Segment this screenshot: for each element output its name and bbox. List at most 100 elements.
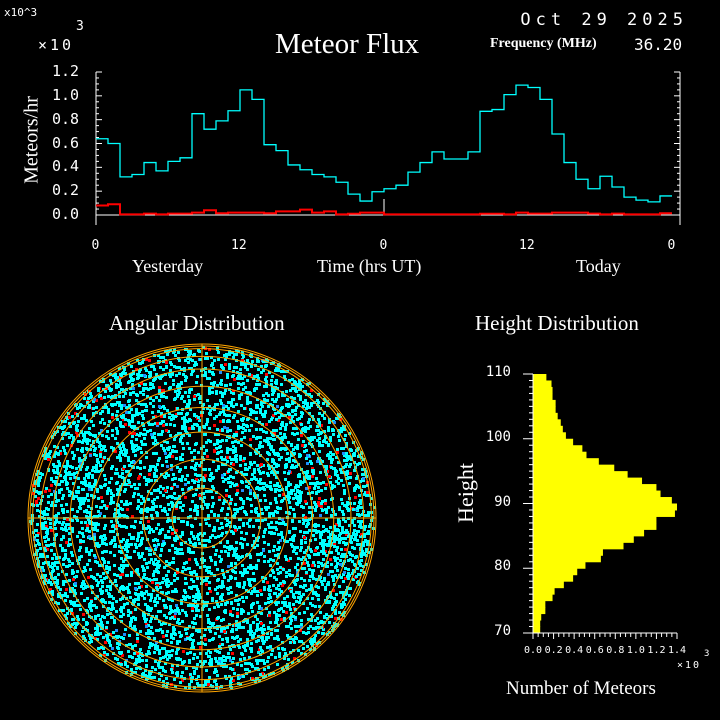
angular-point [193, 456, 196, 459]
angular-point [174, 390, 177, 393]
angular-point [71, 508, 74, 511]
angular-point [188, 683, 191, 686]
angular-point [159, 529, 162, 532]
angular-point [185, 667, 188, 670]
angular-point [191, 621, 194, 624]
angular-point [90, 494, 93, 497]
angular-point [211, 685, 214, 688]
angular-point [120, 388, 123, 391]
angular-point [320, 489, 323, 492]
angular-point [130, 668, 133, 671]
angular-point [291, 400, 294, 403]
angular-point [236, 584, 239, 587]
angular-point [318, 437, 321, 440]
angular-point [315, 644, 318, 647]
angular-point [165, 574, 168, 577]
angular-point [147, 650, 150, 653]
angular-point [44, 574, 47, 577]
angular-point [184, 429, 187, 432]
angular-point [292, 459, 295, 462]
angular-point [95, 464, 98, 467]
angular-point [362, 541, 365, 544]
angular-point [222, 404, 225, 407]
angular-point [147, 624, 150, 627]
angular-point [269, 574, 272, 577]
angular-point [290, 590, 293, 593]
angular-point [198, 593, 201, 596]
angular-point [326, 633, 329, 636]
angular-point [171, 414, 174, 417]
angular-point [121, 472, 124, 475]
angular-point [99, 512, 102, 515]
angular-point [171, 528, 174, 531]
angular-point [208, 676, 211, 679]
angular-point [368, 525, 371, 528]
angular-point [109, 644, 112, 647]
y-multiplier: ×10 [38, 36, 75, 54]
angular-point [268, 371, 271, 374]
angular-point [149, 508, 152, 511]
angular-point [215, 670, 218, 673]
angular-point [64, 478, 67, 481]
angular-point [127, 545, 130, 548]
angular-point [208, 377, 211, 380]
angular-point [116, 488, 119, 491]
angular-point [352, 578, 355, 581]
angular-point [143, 592, 146, 595]
angular-point [55, 585, 58, 588]
angular-point [291, 378, 294, 381]
angular-point [284, 426, 287, 429]
angular-point [49, 588, 52, 591]
angular-point [89, 637, 92, 640]
angular-point [255, 567, 258, 570]
angular-point [44, 457, 47, 460]
angular-point [220, 629, 223, 632]
angular-point [255, 417, 258, 420]
angular-point [187, 350, 190, 353]
angular-point [357, 455, 360, 458]
angular-point [148, 553, 151, 556]
angular-point [55, 476, 58, 479]
angular-point [271, 460, 274, 463]
angular-point [165, 472, 168, 475]
angular-point [334, 617, 337, 620]
angular-point [205, 569, 208, 572]
angular-point [227, 470, 230, 473]
angular-point [82, 580, 85, 583]
angular-point [173, 519, 176, 522]
angular-point [148, 423, 151, 426]
angular-point [207, 680, 210, 683]
angular-point [195, 629, 198, 632]
angular-point [293, 397, 296, 400]
angular-point [164, 510, 167, 513]
angular-point [136, 652, 139, 655]
angular-point [184, 686, 187, 689]
angular-point [121, 442, 124, 445]
angular-point [159, 485, 162, 488]
angular-point [137, 553, 140, 556]
angular-point [332, 433, 335, 436]
angular-point [331, 453, 334, 456]
angular-point [122, 445, 125, 448]
angular-point [209, 630, 212, 633]
angular-point [129, 611, 132, 614]
angular-point [183, 423, 186, 426]
angular-point [318, 575, 321, 578]
angular-point [126, 539, 129, 542]
angular-point [181, 417, 184, 420]
angular-point [65, 529, 68, 532]
angular-point [57, 586, 60, 589]
angular-point [304, 444, 307, 447]
angular-point [219, 371, 222, 374]
angular-point [240, 444, 243, 447]
angular-point [79, 468, 82, 471]
angular-point [122, 560, 125, 563]
angular-point [299, 398, 302, 401]
angular-point [314, 529, 317, 532]
angular-point [191, 479, 194, 482]
angular-point [277, 533, 280, 536]
angular-point [82, 635, 85, 638]
angular-point [309, 602, 312, 605]
angular-point [267, 560, 270, 563]
angular-point [30, 522, 33, 525]
